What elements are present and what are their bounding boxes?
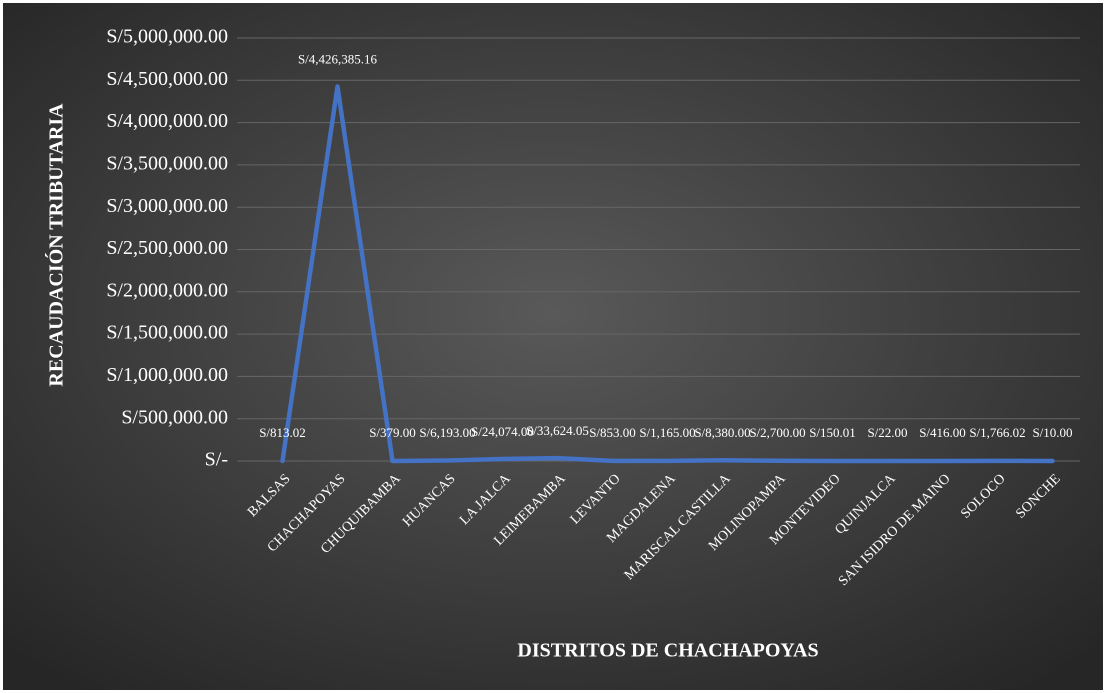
data-label: S/10.00 bbox=[1032, 425, 1072, 440]
y-axis-title: RECAUDACIÓN TRIBUTARIA bbox=[44, 103, 68, 387]
data-label: S/1,766.02 bbox=[969, 425, 1025, 440]
x-axis-title: DISTRITOS DE CHACHAPOYAS bbox=[517, 640, 818, 662]
data-line bbox=[280, 84, 1055, 464]
chart-background bbox=[3, 3, 1103, 690]
data-label: S/22.00 bbox=[867, 425, 907, 440]
y-tick-label: S/1,500,000.00 bbox=[106, 322, 228, 344]
data-label: S/33,624.05 bbox=[526, 423, 589, 438]
y-tick-label: S/1,000,000.00 bbox=[106, 364, 228, 386]
data-label: S/2,700.00 bbox=[749, 425, 805, 440]
data-label: S/379.00 bbox=[369, 425, 416, 440]
data-label: S/24,074.00 bbox=[471, 424, 534, 439]
y-tick-label: S/3,500,000.00 bbox=[106, 152, 228, 174]
data-label: S/1,165.00 bbox=[639, 425, 695, 440]
data-label: S/416.00 bbox=[919, 425, 966, 440]
y-tick-label: S/2,000,000.00 bbox=[106, 279, 228, 301]
y-tick-label: S/4,000,000.00 bbox=[106, 110, 228, 132]
y-tick-label: S/5,000,000.00 bbox=[106, 26, 228, 48]
data-label: S/813.02 bbox=[259, 425, 306, 440]
y-tick-label: S/- bbox=[205, 449, 228, 471]
data-label: S/150.01 bbox=[809, 425, 856, 440]
y-tick-label: S/4,500,000.00 bbox=[106, 68, 228, 90]
data-label: S/6,193.00 bbox=[419, 425, 475, 440]
data-label: S/8,380.00 bbox=[694, 425, 750, 440]
data-label: S/853.00 bbox=[589, 425, 636, 440]
y-tick-label: S/3,000,000.00 bbox=[106, 195, 228, 217]
y-tick-label: S/500,000.00 bbox=[121, 406, 228, 428]
y-tick-label: S/2,500,000.00 bbox=[106, 237, 228, 259]
data-label: S/4,426,385.16 bbox=[298, 52, 378, 67]
